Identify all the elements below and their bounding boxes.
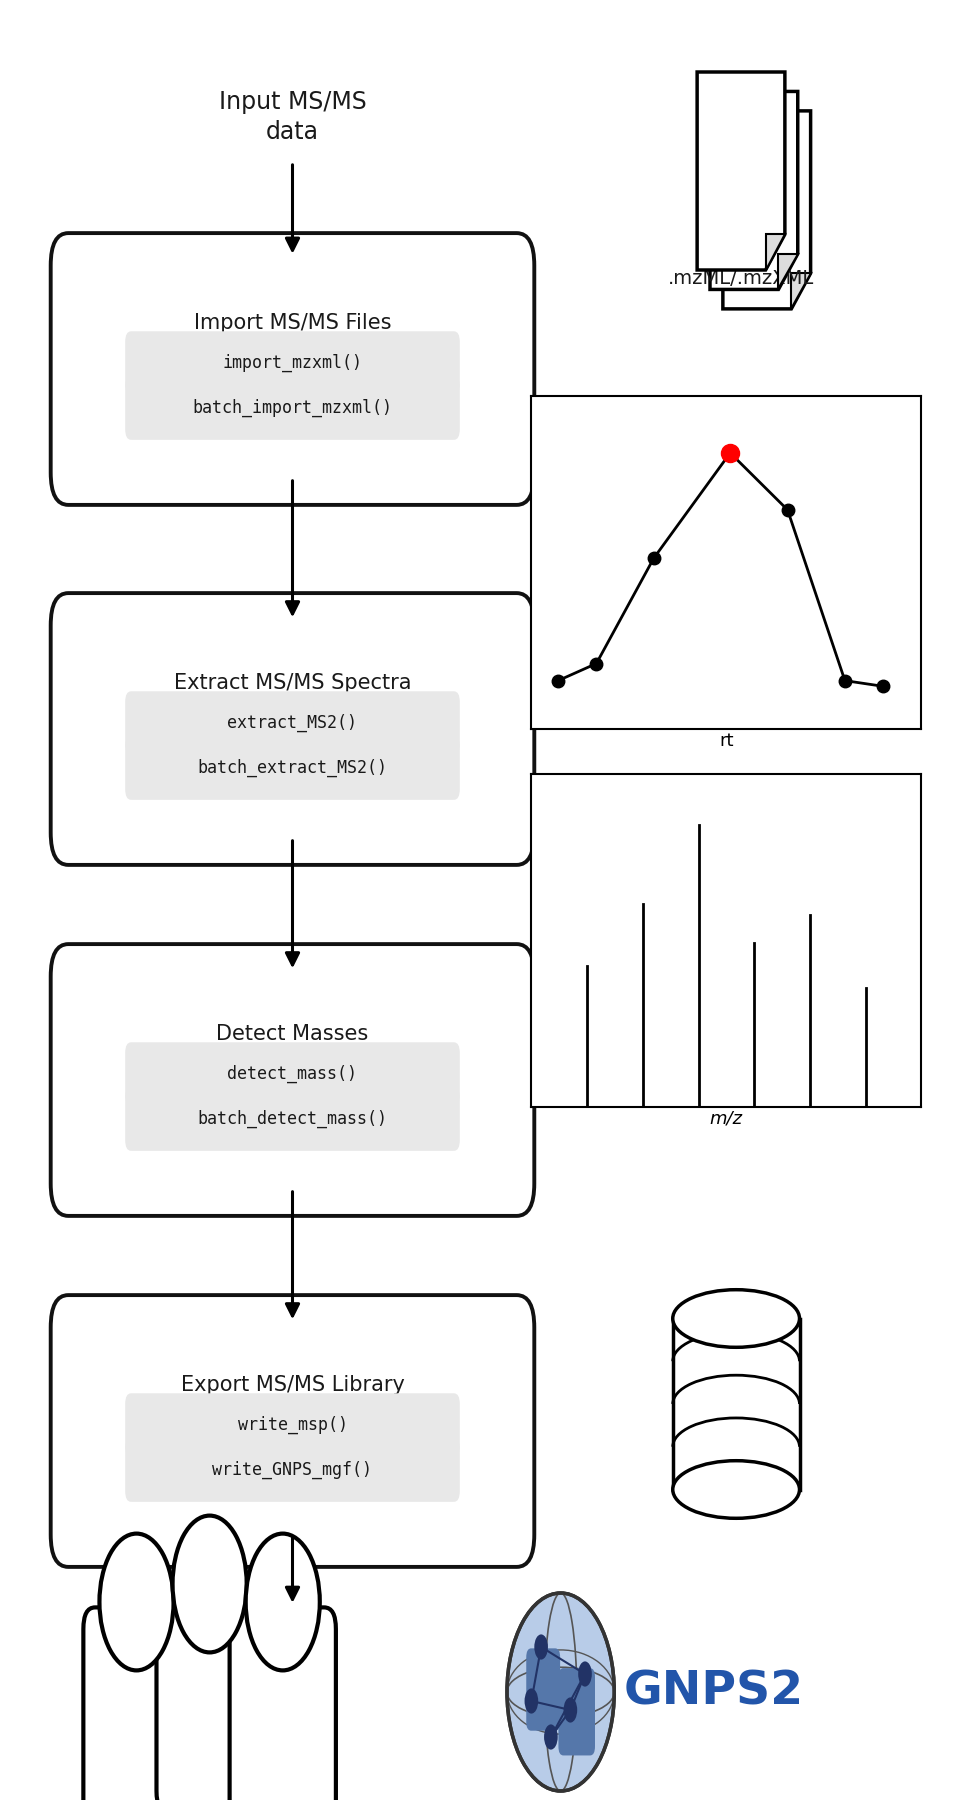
Circle shape: [525, 1688, 538, 1714]
Text: extract_MS2(): extract_MS2(): [227, 713, 358, 733]
FancyBboxPatch shape: [125, 376, 460, 439]
FancyBboxPatch shape: [125, 1087, 460, 1150]
Text: import_mzxml(): import_mzxml(): [222, 353, 363, 373]
Circle shape: [507, 1593, 614, 1791]
Text: .msp/.mgf: .msp/.mgf: [686, 1494, 786, 1512]
FancyBboxPatch shape: [673, 1318, 800, 1490]
Circle shape: [173, 1516, 247, 1652]
FancyBboxPatch shape: [51, 1296, 534, 1566]
FancyBboxPatch shape: [156, 1589, 262, 1800]
Circle shape: [534, 1634, 548, 1660]
Text: batch_extract_MS2(): batch_extract_MS2(): [198, 760, 387, 778]
FancyBboxPatch shape: [51, 232, 534, 504]
FancyBboxPatch shape: [559, 1669, 595, 1755]
FancyBboxPatch shape: [125, 1042, 460, 1105]
Circle shape: [99, 1534, 174, 1670]
Text: GNPS2: GNPS2: [624, 1670, 804, 1714]
Text: .mzML/.mzXML: .mzML/.mzXML: [668, 270, 814, 288]
Polygon shape: [710, 92, 798, 290]
Text: write_GNPS_mgf(): write_GNPS_mgf(): [213, 1462, 372, 1480]
Text: Detect Masses: Detect Masses: [216, 1024, 369, 1044]
Text: batch_import_mzxml(): batch_import_mzxml(): [192, 400, 393, 418]
FancyBboxPatch shape: [125, 1438, 460, 1501]
FancyBboxPatch shape: [125, 1393, 460, 1456]
FancyBboxPatch shape: [125, 736, 460, 799]
Text: detect_mass(): detect_mass(): [227, 1064, 358, 1084]
Polygon shape: [722, 112, 810, 310]
Text: batch_detect_mass(): batch_detect_mass(): [198, 1111, 387, 1129]
Circle shape: [246, 1534, 320, 1670]
FancyBboxPatch shape: [51, 594, 534, 866]
Text: Extract MS/MS Spectra: Extract MS/MS Spectra: [174, 673, 411, 693]
Ellipse shape: [673, 1289, 800, 1346]
Polygon shape: [765, 234, 785, 270]
Polygon shape: [792, 274, 810, 310]
Ellipse shape: [673, 1462, 800, 1519]
Polygon shape: [697, 72, 785, 270]
Text: Input MS/MS
data: Input MS/MS data: [218, 90, 367, 144]
Text: Import MS/MS Files: Import MS/MS Files: [194, 313, 391, 333]
FancyBboxPatch shape: [526, 1649, 560, 1732]
Text: Export MS/MS Library: Export MS/MS Library: [180, 1375, 405, 1395]
Circle shape: [564, 1697, 577, 1723]
FancyBboxPatch shape: [125, 691, 460, 754]
Text: write_msp(): write_msp(): [238, 1415, 347, 1435]
Circle shape: [578, 1661, 592, 1687]
FancyBboxPatch shape: [51, 943, 534, 1217]
FancyBboxPatch shape: [84, 1607, 189, 1800]
FancyBboxPatch shape: [125, 331, 460, 394]
FancyBboxPatch shape: [229, 1607, 335, 1800]
Circle shape: [544, 1724, 558, 1750]
Polygon shape: [778, 254, 798, 290]
